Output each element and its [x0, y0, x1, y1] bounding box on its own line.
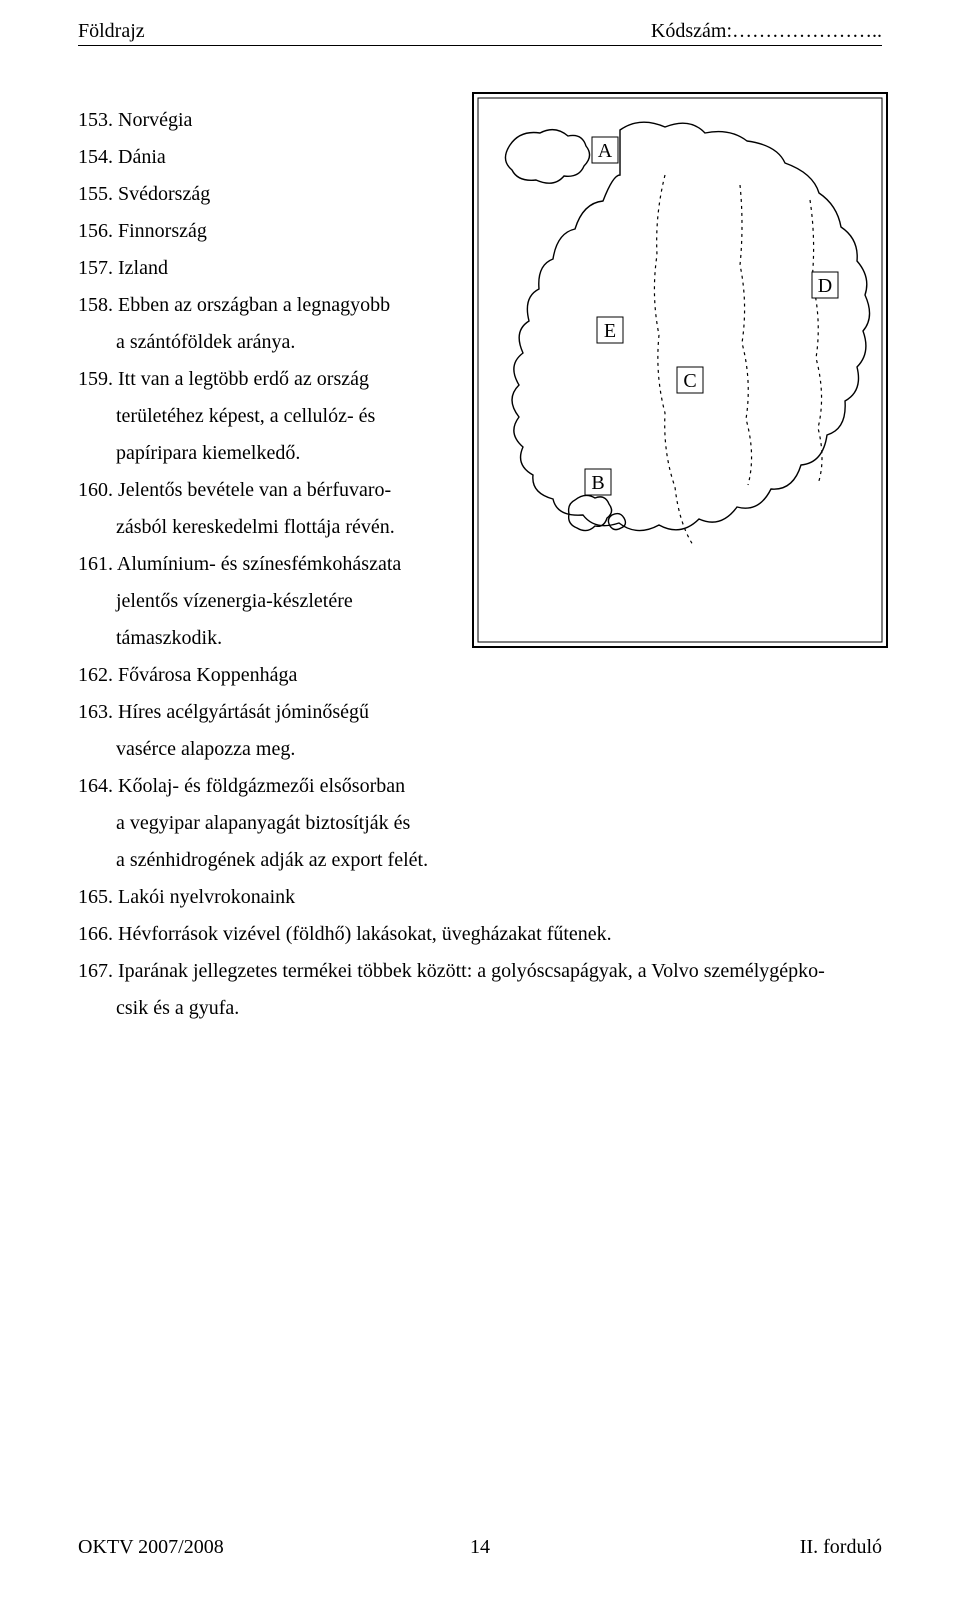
- list-item: 166. Hévforrások vizével (földhő) lakáso…: [78, 916, 882, 953]
- page: Földrajz Kódszám:…………………..: [0, 0, 960, 1613]
- list-item: 164. Kőolaj- és földgázmezői elsősorban: [78, 768, 882, 805]
- header-code-dots: …………………..: [732, 20, 882, 42]
- header-code: Kódszám:…………………..: [651, 20, 882, 43]
- list-item: 165. Lakói nyelvrokonaink: [78, 879, 882, 916]
- list-item: 167. Iparának jellegzetes termékei többe…: [78, 953, 882, 990]
- page-header: Földrajz Kódszám:…………………..: [78, 20, 882, 46]
- list-item: 163. Híres acélgyártását jóminőségű: [78, 694, 882, 731]
- footer-right: II. forduló: [800, 1536, 882, 1559]
- content-area: A B C D E 153. Norvégia 154. Dánia 155. …: [78, 102, 882, 1027]
- map-figure: A B C D E: [470, 90, 890, 650]
- header-code-label: Kódszám:: [651, 20, 732, 42]
- map-label-e: E: [604, 320, 616, 342]
- list-item-cont: vasérce alapozza meg.: [78, 731, 882, 768]
- map-label-c: C: [683, 370, 696, 392]
- page-footer: OKTV 2007/2008 14 II. forduló: [78, 1536, 882, 1559]
- list-item-cont: a vegyipar alapanyagát biztosítják és: [78, 805, 882, 842]
- list-item: 162. Fővárosa Koppenhága: [78, 657, 882, 694]
- list-item-cont: csik és a gyufa.: [78, 990, 882, 1027]
- list-item-cont: a szénhidrogének adják az export felét.: [78, 842, 882, 879]
- map-label-a: A: [598, 140, 613, 162]
- map-label-d: D: [818, 275, 832, 297]
- map-label-b: B: [591, 472, 604, 494]
- header-subject: Földrajz: [78, 20, 145, 43]
- footer-left: OKTV 2007/2008: [78, 1536, 224, 1559]
